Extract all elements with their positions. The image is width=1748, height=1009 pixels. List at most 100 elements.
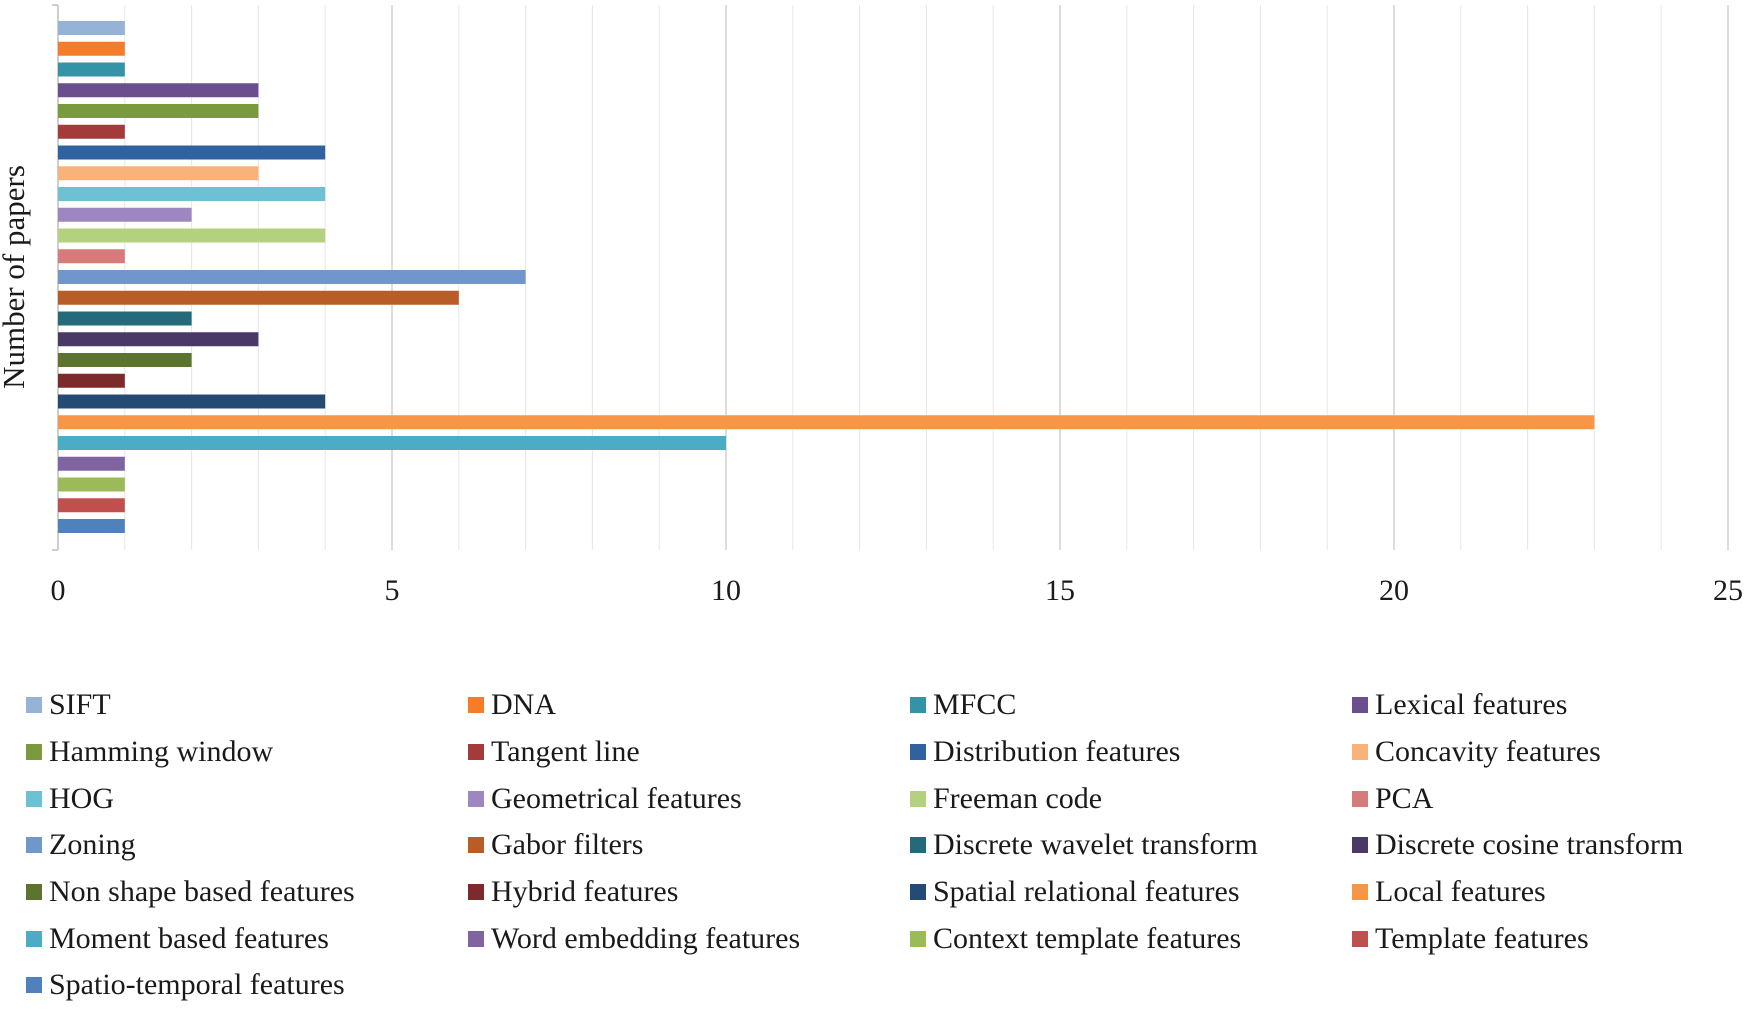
legend-swatch [1352,697,1368,714]
legend-item: Non shape based features [26,869,468,916]
legend-swatch [1352,837,1368,854]
legend-item: DNA [468,682,910,729]
legend-label: Geometrical features [491,781,742,815]
bar-gabor-filters [58,290,459,305]
bar-spatial-relational-features [58,394,326,409]
legend-label: Word embedding features [491,921,801,955]
legend-item: Discrete cosine transform [1352,822,1746,869]
legend-item: SIFT [26,682,468,729]
legend: SIFT DNA MFCC Lexical features Hamming windo… [26,682,1746,1009]
legend-label: DNA [491,688,556,722]
bar-geometrical-features [58,207,192,222]
legend-swatch [468,930,484,947]
x-tick-label: 20 [1379,574,1409,607]
legend-swatch [910,790,926,807]
x-tick-label: 0 [51,574,66,607]
legend-swatch [26,977,42,994]
legend-item: Distribution features [910,729,1352,776]
legend-swatch [468,837,484,854]
x-tick-label: 25 [1713,574,1743,607]
legend-label: Freeman code [933,781,1103,815]
legend-swatch [910,884,926,901]
bars [58,21,1595,533]
legend-swatch [910,744,926,761]
legend-swatch [26,744,42,761]
legend-label: PCA [1375,781,1434,815]
bar-non-shape-based-features [58,353,192,367]
legend-swatch [910,697,926,714]
legend-item: Moment based features [26,915,468,962]
x-tick-labels: 0 5 10 15 20 25 [51,574,1744,607]
legend-label: Zoning [49,828,136,862]
legend-label: Hybrid features [491,875,679,909]
legend-swatch [1352,744,1368,761]
legend-item: Template features [1352,915,1746,962]
legend-label: SIFT [49,688,111,722]
legend-label: Hamming window [49,735,274,769]
legend-label: Lexical features [1375,688,1568,722]
bar-spatio-temporal-features [58,519,125,533]
legend-swatch [910,930,926,947]
legend-swatch [468,884,484,901]
legend-swatch [1352,790,1368,807]
legend-swatch [26,884,42,901]
legend-label: Concavity features [1375,735,1601,769]
legend-label: Discrete cosine transform [1375,828,1684,862]
legend-swatch [1352,884,1368,901]
legend-label: Gabor filters [491,828,644,862]
grid-lines [124,5,1729,550]
bar-chart: 0 5 10 15 20 25 Number of papers [0,4,1744,607]
bar-distribution-features [58,145,326,160]
bar-hybrid-features [58,373,125,388]
axes [52,4,59,551]
bar-discrete-wavelet-transform [58,311,192,326]
legend-item: MFCC [910,682,1352,729]
legend-item: Zoning [26,822,468,869]
legend-item: Geometrical features [468,775,910,822]
bar-sift [58,21,125,35]
bar-pca [58,249,125,264]
legend-item: Context template features [910,915,1352,962]
bar-local-features [58,415,1595,430]
bar-template-features [58,498,125,513]
bar-hog [58,187,326,201]
bar-zoning [58,270,526,284]
bar-word-embedding-features [58,456,125,471]
legend-item: PCA [1352,775,1746,822]
legend-item: Hybrid features [468,869,910,916]
legend-label: Moment based features [49,921,329,955]
bar-hamming-window [58,104,259,118]
legend-label: Context template features [933,921,1242,955]
legend-item: Freeman code [910,775,1352,822]
legend-label: Discrete wavelet transform [933,828,1258,862]
x-tick-label: 15 [1045,574,1075,607]
legend-swatch [26,837,42,854]
legend-item: HOG [26,775,468,822]
legend-label: Spatial relational features [933,875,1240,909]
legend-label: Distribution features [933,735,1181,769]
bar-moment-based-features [58,436,726,450]
bar-context-template-features [58,477,125,492]
bar-concavity-features [58,166,259,181]
legend-item: Spatial relational features [910,869,1352,916]
legend-label: Tangent line [491,735,640,769]
legend-swatch [1352,930,1368,947]
legend-label: Template features [1375,921,1589,955]
legend-swatch [468,744,484,761]
bar-mfcc [58,62,125,77]
y-axis-label: Number of papers [0,165,31,389]
legend-item: Lexical features [1352,682,1746,729]
legend-item: Word embedding features [468,915,910,962]
legend-swatch [468,790,484,807]
legend-item: Discrete wavelet transform [910,822,1352,869]
legend-item: Hamming window [26,729,468,776]
legend-label: HOG [49,781,114,815]
legend-swatch [26,790,42,807]
legend-swatch [910,837,926,854]
legend-item: Concavity features [1352,729,1746,776]
legend-swatch [26,697,42,714]
legend-label: MFCC [933,688,1017,722]
bar-discrete-cosine-transform [58,332,259,347]
legend-item: Tangent line [468,729,910,776]
legend-label: Non shape based features [49,875,355,909]
